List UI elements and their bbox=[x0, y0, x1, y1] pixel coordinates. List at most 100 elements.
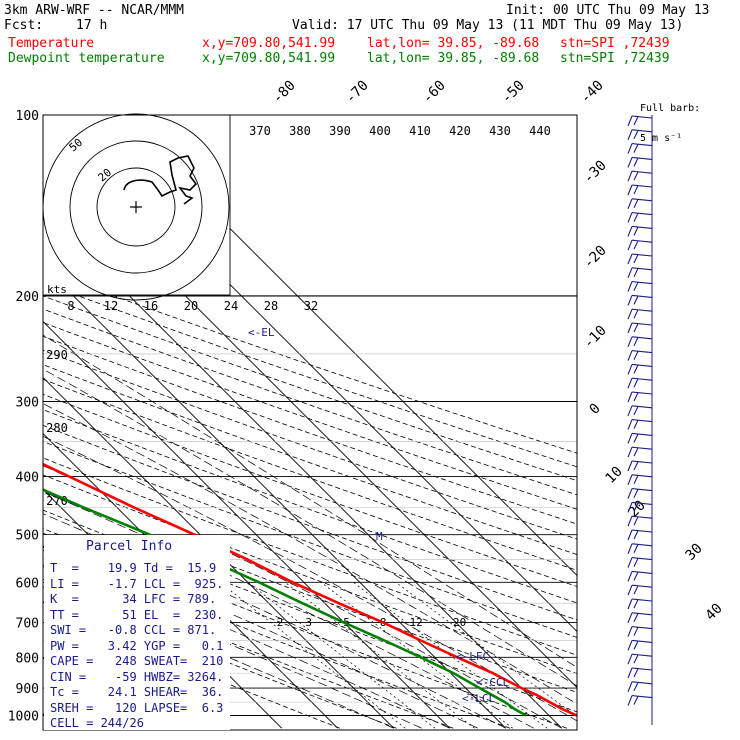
pressure-label: 500 bbox=[16, 529, 39, 544]
wind-barb bbox=[631, 184, 653, 188]
wind-axis-label: 16 bbox=[144, 299, 158, 313]
hodograph-ring bbox=[96, 167, 176, 247]
legend-dewpoint: Dewpoint temperature bbox=[8, 51, 165, 66]
parcel-row: CAPE = 248 SWEAT= 210 bbox=[50, 654, 224, 668]
wind-barb-flag bbox=[633, 185, 639, 195]
wind-barb bbox=[631, 405, 653, 409]
wind-barb bbox=[631, 474, 653, 478]
moist-adiabat bbox=[43, 435, 577, 722]
wind-barb-flag bbox=[627, 502, 633, 513]
wind-barb-flag bbox=[633, 240, 639, 250]
moist-adiabat bbox=[43, 403, 577, 705]
mixing-ratio-line bbox=[219, 582, 406, 729]
wind-barb-flag bbox=[627, 667, 633, 679]
mixing-ratio-line bbox=[247, 582, 436, 729]
wind-barb-flag bbox=[633, 337, 639, 347]
level-marker: <-LCL bbox=[462, 692, 495, 705]
isotherm-label: -30 bbox=[581, 158, 610, 187]
wind-barb bbox=[631, 322, 653, 326]
wind-barb-flag bbox=[627, 226, 633, 237]
wind-barb bbox=[631, 419, 653, 423]
mixing-ratio-lines bbox=[219, 582, 577, 729]
dry-adiabat bbox=[43, 546, 511, 729]
wind-barb bbox=[631, 653, 653, 657]
parcel-row: CELL = 244/26 bbox=[50, 716, 144, 730]
wind-barb-flag bbox=[633, 406, 639, 416]
wind-barb-flag bbox=[633, 682, 639, 692]
wind-barb-flag bbox=[627, 115, 633, 127]
wind-axis-label: 12 bbox=[104, 299, 118, 313]
isotherm-label: -50 bbox=[499, 78, 528, 107]
pressure-label: 1000 bbox=[8, 710, 39, 725]
wind-barb-flag bbox=[633, 268, 639, 278]
wind-barb-flag bbox=[633, 350, 639, 360]
wind-barb bbox=[631, 667, 653, 671]
wind-barb bbox=[631, 377, 653, 381]
wind-barb bbox=[631, 363, 653, 367]
wind-barb bbox=[631, 253, 653, 257]
wind-barb-flag bbox=[627, 267, 633, 279]
wind-barb-flag bbox=[627, 571, 633, 582]
temp-stn: stn=SPI ,72439 bbox=[560, 36, 670, 51]
moist-adiabat bbox=[43, 465, 562, 729]
wind-barb bbox=[631, 557, 653, 561]
wind-barb-flag bbox=[633, 695, 639, 705]
wind-barb bbox=[631, 515, 653, 519]
wind-barb bbox=[631, 391, 653, 395]
wind-barb-flag bbox=[627, 446, 633, 458]
mixing-ratio-line bbox=[395, 582, 577, 718]
level-marker: <-CCL bbox=[476, 676, 509, 689]
isotherm-label: -20 bbox=[581, 243, 610, 272]
theta-label: 430 bbox=[489, 124, 511, 138]
wind-barb bbox=[631, 584, 653, 588]
theta-label: 410 bbox=[409, 124, 431, 138]
wind-barb bbox=[631, 695, 653, 699]
wind-barb-flag bbox=[627, 308, 633, 320]
plot-frame bbox=[42, 114, 578, 731]
dry-adiabat bbox=[43, 322, 577, 510]
wind-barb-flag bbox=[627, 405, 633, 417]
hodograph-trace bbox=[123, 155, 198, 205]
pressure-label: 300 bbox=[16, 396, 39, 411]
theta-label: 440 bbox=[529, 124, 551, 138]
mixing-ratio-label: 3 bbox=[305, 616, 312, 629]
wind-barb-flag bbox=[627, 695, 633, 706]
wind-barb bbox=[631, 570, 653, 574]
wind-barb-flag bbox=[627, 157, 633, 168]
wind-barb bbox=[631, 336, 653, 340]
theta-label: 370 bbox=[249, 124, 271, 138]
dry-adiabat bbox=[43, 269, 577, 454]
wind-barb-flag bbox=[627, 350, 633, 361]
moist-adiabat bbox=[43, 491, 534, 729]
wind-barb-flag bbox=[627, 584, 633, 596]
wind-barb-flag bbox=[633, 544, 639, 554]
mixing-ratio-label: 12 bbox=[410, 616, 423, 629]
moist-adiabat bbox=[43, 334, 577, 668]
pressure-label: 200 bbox=[16, 290, 39, 305]
isotherm-line bbox=[43, 264, 507, 729]
wind-barb-flag bbox=[627, 170, 633, 182]
wind-axis-label: 32 bbox=[304, 299, 318, 313]
dry-adiabat bbox=[43, 409, 577, 604]
wind-barb-flag bbox=[633, 171, 639, 181]
wind-barb-flag bbox=[633, 599, 639, 609]
mixing-ratio-label: 2 bbox=[277, 616, 284, 629]
wind-barb-flag bbox=[627, 515, 633, 527]
isotherm-label: 0 bbox=[587, 401, 604, 418]
wind-barb-flag bbox=[627, 460, 633, 472]
isotherm-label: -10 bbox=[581, 323, 610, 352]
wind-barb-flag bbox=[633, 488, 639, 498]
temp-xy: x,y=709.80,541.99 bbox=[202, 36, 336, 51]
dry-adiabat bbox=[43, 393, 577, 587]
wind-barb bbox=[631, 156, 653, 160]
isotherm-label: -60 bbox=[420, 78, 449, 107]
isotherm-label: -40 bbox=[578, 78, 607, 107]
wind-barb bbox=[631, 115, 653, 119]
wind-barb bbox=[631, 294, 653, 298]
parcel-row: CIN = -59 HWBZ= 3264. bbox=[50, 669, 224, 684]
pressure-label: 800 bbox=[16, 651, 39, 666]
wind-barb-flag bbox=[633, 530, 639, 540]
wind-barb bbox=[631, 239, 653, 243]
moist-adiabat bbox=[43, 368, 577, 687]
